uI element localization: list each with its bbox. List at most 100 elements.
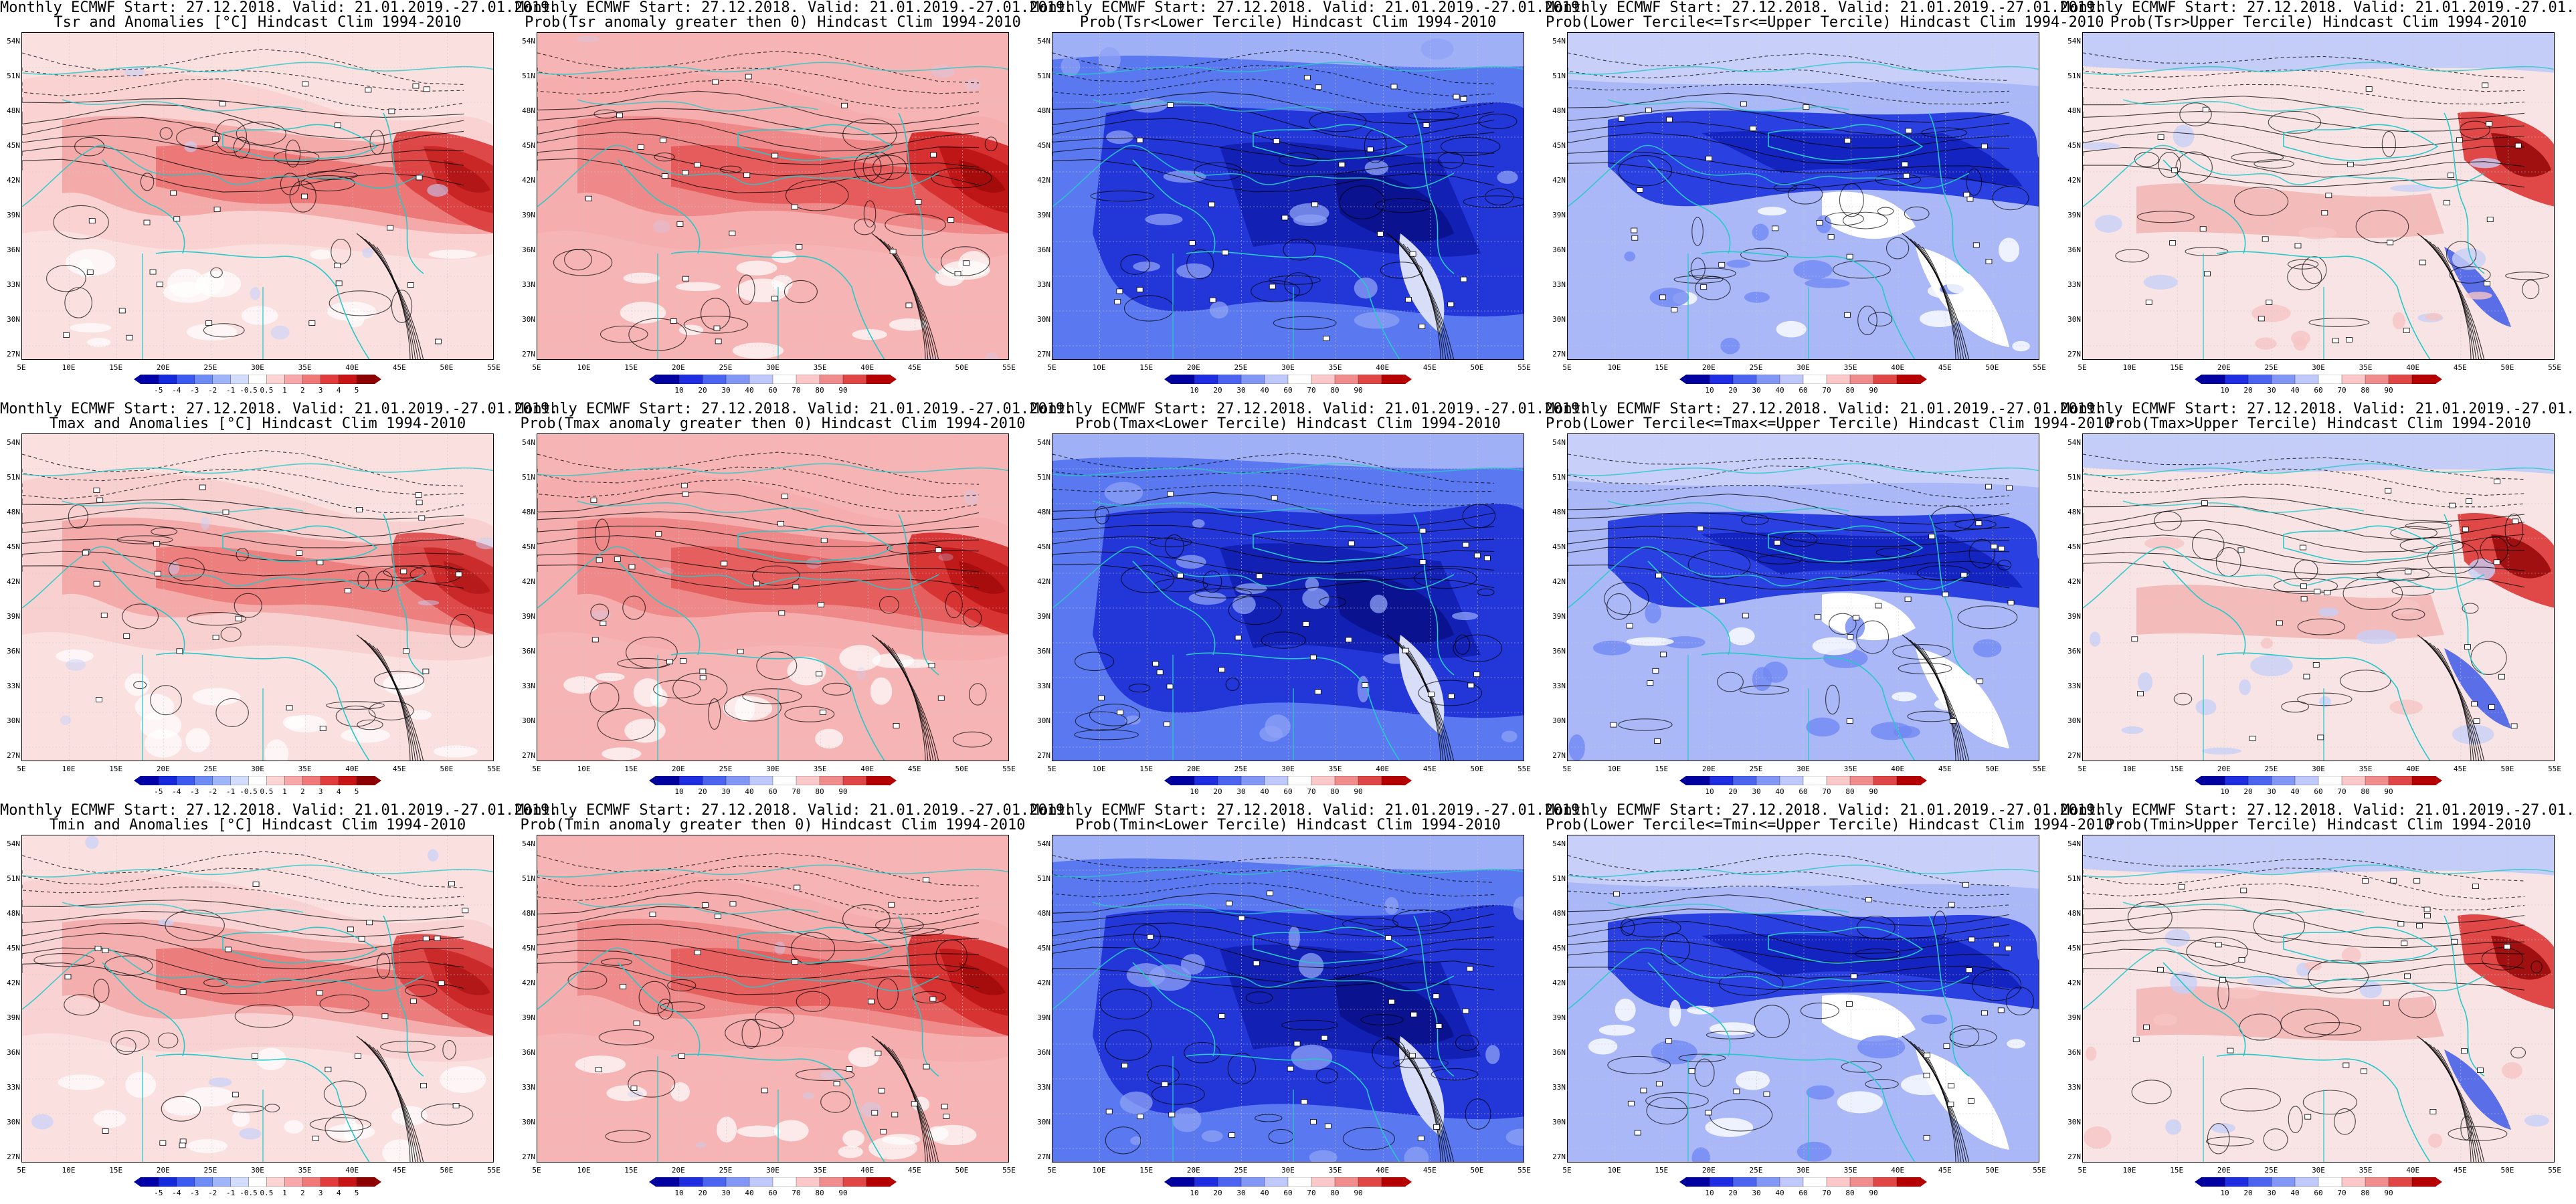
lon-tick-label: 20E xyxy=(2217,1166,2231,1175)
map-svg xyxy=(537,33,1008,359)
contour-lines xyxy=(1052,453,1503,761)
station-markers xyxy=(2145,82,2522,344)
lon-tick-label: 5E xyxy=(1047,363,1056,372)
lon-tick-label: 20E xyxy=(1186,765,1200,773)
colorbar-label: 20 xyxy=(1213,1189,1222,1197)
colorbar-label: 0.5 xyxy=(260,787,274,796)
lat-tick-label: 30N xyxy=(1552,1118,1566,1126)
lon-tick-label: 50E xyxy=(1985,1166,1999,1175)
map-svg xyxy=(1052,835,1524,1162)
lon-tick-label: 10E xyxy=(577,765,591,773)
lat-tick-label: 45N xyxy=(1037,944,1050,952)
lat-tick-label: 36N xyxy=(7,1048,20,1057)
map-area xyxy=(1052,32,1524,360)
colorbar-label: 10 xyxy=(1190,386,1199,395)
colorbar-label: 2 xyxy=(300,1189,305,1197)
colorbar-label: 1 xyxy=(282,1189,287,1197)
lon-tick-label: 5E xyxy=(17,363,26,372)
colorbar-label: 60 xyxy=(1799,1189,1808,1197)
lat-tick-label: 33N xyxy=(1037,1083,1050,1092)
colorbar-label: 10 xyxy=(674,386,684,395)
lat-tick-label: 48N xyxy=(1037,508,1050,516)
lon-tick-label: 10E xyxy=(1092,363,1106,372)
lon-tick-label: 40E xyxy=(2406,1166,2420,1175)
lat-tick-label: 30N xyxy=(1037,1118,1050,1126)
map-panel: Monthly ECMWF Start: 27.12.2018. Valid: … xyxy=(515,401,1073,803)
lon-tick-label: 35E xyxy=(298,1166,312,1175)
lat-tick-label: 48N xyxy=(522,508,535,516)
panel-title-line2: Prob(Tmin>Upper Tercile) Hindcast Clim 1… xyxy=(2106,817,2531,833)
panel-title-line1: Monthly ECMWF Start: 27.12.2018. Valid: … xyxy=(1030,0,1589,16)
lat-tick-label: 27N xyxy=(7,1152,20,1161)
lon-tick-label: 20E xyxy=(2217,363,2231,372)
graticule xyxy=(537,33,1008,359)
colorbar-label: -1 xyxy=(225,386,236,395)
lon-tick-label: 35E xyxy=(1328,765,1342,773)
colorbar-label: 90 xyxy=(2384,386,2393,395)
colorbar-label: 80 xyxy=(815,787,824,796)
lon-tick-label: 55E xyxy=(1517,1166,1531,1175)
colorbar xyxy=(2195,776,2442,785)
lon-tick-label: 35E xyxy=(1328,363,1342,372)
lon-tick-label: 40E xyxy=(1891,765,1905,773)
lat-tick-label: 45N xyxy=(1552,542,1566,551)
shaded-field xyxy=(22,471,493,761)
coastlines xyxy=(1568,864,2039,1162)
lon-tick-label: 30E xyxy=(251,1166,264,1175)
lon-tick-label: 55E xyxy=(2033,363,2046,372)
lat-tick-label: 39N xyxy=(1037,1013,1050,1022)
station-markers xyxy=(590,482,945,728)
colorbar xyxy=(649,776,897,785)
lat-tick-label: 36N xyxy=(2067,245,2081,254)
lat-tick-label: 39N xyxy=(1552,612,1566,621)
lon-tick-label: 45E xyxy=(2453,363,2467,372)
colorbar-label: 90 xyxy=(1354,1189,1363,1197)
panel-title-line2: Tmin and Anomalies [°C] Hindcast Clim 19… xyxy=(49,817,466,833)
lon-tick-label: 45E xyxy=(392,363,406,372)
lon-tick-label: 55E xyxy=(487,363,500,372)
panel-title-line1: Monthly ECMWF Start: 27.12.2018. Valid: … xyxy=(2061,0,2576,16)
lat-tick-label: 27N xyxy=(1037,350,1050,359)
colorbar xyxy=(1679,375,1927,384)
lat-tick-label: 36N xyxy=(7,647,20,656)
panel-title-line2: Prob(Lower Tercile<=Tmax<=Upper Tercile)… xyxy=(1546,415,2113,432)
lon-tick-label: 25E xyxy=(203,765,217,773)
lat-tick-label: 33N xyxy=(1037,682,1050,690)
colorbar xyxy=(1164,1177,1412,1187)
colorbar-label: 10 xyxy=(2220,787,2229,796)
colorbar-label: 40 xyxy=(745,787,754,796)
colorbar-label: 40 xyxy=(1260,787,1269,796)
lat-tick-label: 30N xyxy=(7,315,20,324)
map-area xyxy=(21,32,494,360)
colorbar-label: 20 xyxy=(1728,1189,1738,1197)
colorbar-label: 70 xyxy=(2337,787,2347,796)
lon-tick-label: 15E xyxy=(624,1166,638,1175)
colorbar-label: 70 xyxy=(1822,386,1831,395)
coastlines xyxy=(1568,463,2039,761)
lon-tick-label: 35E xyxy=(1843,765,1857,773)
colorbar-label: 4 xyxy=(336,787,341,796)
colorbar-label: -4 xyxy=(172,386,181,395)
lat-tick-label: 42N xyxy=(2067,176,2081,185)
lon-tick-label: 45E xyxy=(2453,765,2467,773)
map-panel: Monthly ECMWF Start: 27.12.2018. Valid: … xyxy=(515,803,1073,1204)
colorbar-label: 80 xyxy=(1330,787,1340,796)
lon-tick-label: 45E xyxy=(1422,363,1437,372)
lat-tick-label: 27N xyxy=(1552,350,1566,359)
colorbar-label: 30 xyxy=(1752,1189,1761,1197)
lat-tick-label: 48N xyxy=(522,106,535,115)
lat-tick-label: 39N xyxy=(2067,1013,2081,1022)
lon-tick-label: 55E xyxy=(487,1166,500,1175)
colorbar-label: 2 xyxy=(300,787,305,796)
lon-tick-label: 10E xyxy=(62,1166,76,1175)
lon-tick-label: 50E xyxy=(440,765,454,773)
lon-tick-label: 5E xyxy=(1562,363,1572,372)
lon-tick-label: 40E xyxy=(345,765,359,773)
lat-tick-label: 42N xyxy=(7,176,20,185)
colorbar-label: 30 xyxy=(2267,787,2276,796)
lon-tick-label: 10E xyxy=(62,765,76,773)
lat-tick-label: 54N xyxy=(1037,438,1050,447)
lat-tick-label: 45N xyxy=(1552,944,1566,952)
contour-lines xyxy=(1568,52,2029,359)
lat-tick-label: 51N xyxy=(522,72,535,80)
